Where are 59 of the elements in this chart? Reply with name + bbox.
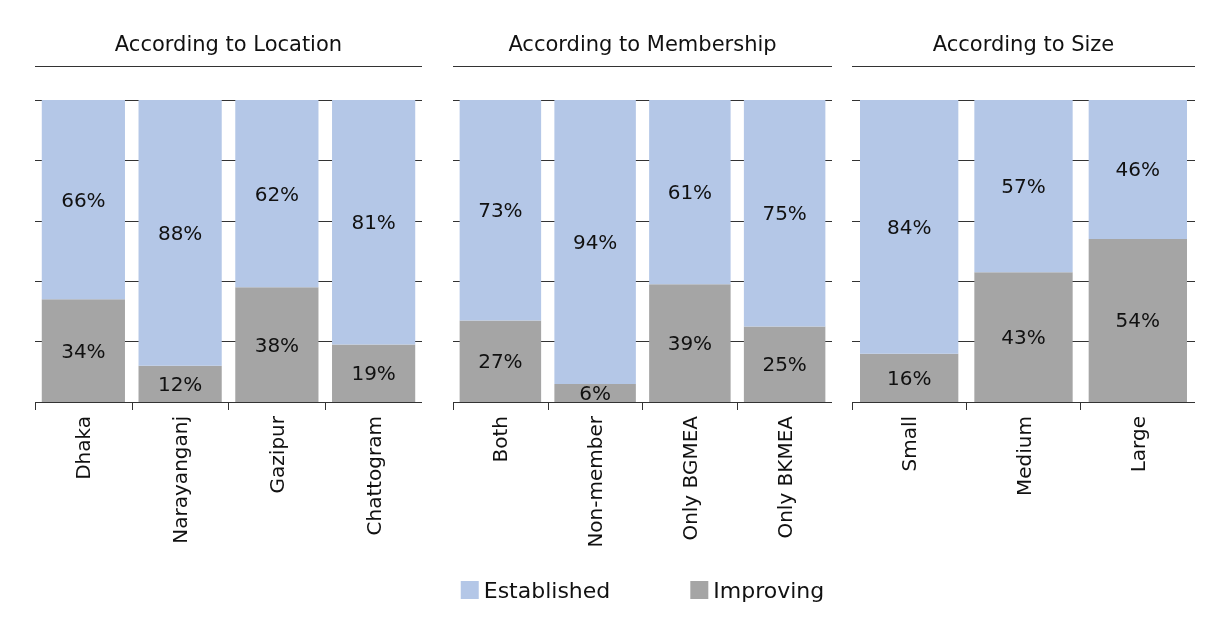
bar	[649, 100, 731, 285]
x-tick-label: Medium	[1011, 416, 1036, 496]
bar	[138, 100, 222, 366]
data-label: 12%	[157, 371, 203, 396]
data-label: 6%	[579, 380, 611, 405]
data-label: 25%	[762, 352, 807, 377]
x-tick-label: Dhaka	[71, 416, 96, 480]
data-label: 34%	[61, 338, 106, 363]
data-label: 94%	[572, 229, 618, 254]
x-tick-label: Non-member	[583, 415, 608, 548]
x-tick-label: Gazipur	[264, 415, 289, 494]
bar	[554, 100, 636, 384]
bar	[459, 100, 542, 321]
data-label: 38%	[254, 332, 300, 357]
x-tick-label: Small	[897, 416, 922, 472]
data-label: 84%	[886, 214, 932, 239]
bar	[860, 100, 959, 354]
data-label: 19%	[351, 361, 396, 386]
data-label: 39%	[667, 331, 713, 356]
bar	[332, 344, 416, 402]
data-label: 27%	[478, 349, 523, 374]
data-label: 43%	[1001, 325, 1046, 350]
chart-title: According to Location	[35, 32, 422, 67]
bar	[332, 100, 416, 345]
legend-label: Established	[483, 577, 611, 603]
data-label: 46%	[1115, 157, 1161, 182]
bar	[743, 100, 826, 327]
chart-title: According to Membership	[453, 32, 832, 67]
bar	[649, 284, 731, 402]
bar	[1088, 100, 1187, 239]
bar	[41, 100, 125, 300]
data-label: 73%	[478, 198, 523, 223]
data-label: 54%	[1115, 308, 1161, 333]
data-label: 81%	[351, 210, 396, 235]
data-label: 57%	[1001, 174, 1046, 199]
bar	[743, 326, 826, 402]
data-label: 88%	[157, 220, 203, 245]
data-label: 16%	[886, 365, 932, 390]
x-tick-label: Both	[488, 416, 513, 463]
data-label: 75%	[762, 201, 807, 226]
bar	[974, 100, 1073, 273]
bar	[138, 365, 222, 402]
data-label: 62%	[254, 181, 300, 206]
bar	[860, 353, 959, 402]
x-tick-label: Chattogram	[361, 416, 386, 536]
data-label: 61%	[667, 180, 713, 205]
bar	[974, 272, 1073, 402]
bar	[41, 299, 125, 402]
bar	[459, 320, 542, 402]
bar	[235, 100, 319, 288]
x-tick-label: Only BGMEA	[677, 415, 702, 541]
bar	[235, 287, 319, 402]
x-tick-label: Large	[1125, 416, 1150, 473]
data-label: 66%	[61, 187, 106, 212]
x-tick-label: Narayanganj	[168, 416, 193, 544]
legend-label: Improving	[713, 577, 825, 603]
bar	[1088, 238, 1187, 402]
x-tick-label: Only BKMEA	[772, 415, 797, 539]
chart-title: According to Size	[852, 32, 1195, 67]
